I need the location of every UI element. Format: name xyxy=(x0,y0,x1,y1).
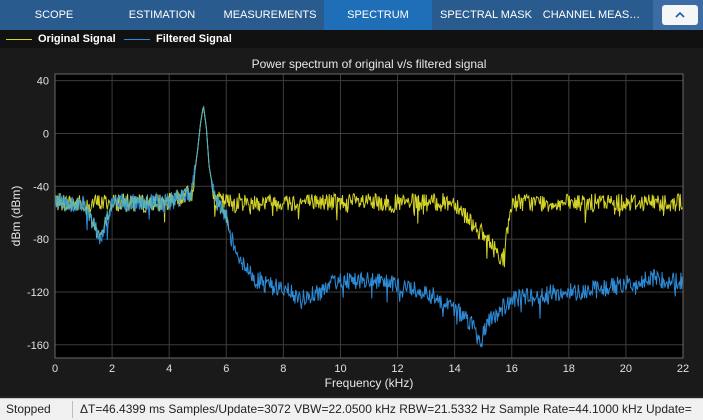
legend-label-filtered: Filtered Signal xyxy=(156,33,232,45)
legend-label-original: Original Signal xyxy=(38,33,116,45)
y-tick-label: -120 xyxy=(27,287,49,299)
chevron-up-icon xyxy=(675,11,685,18)
plot-frame xyxy=(54,73,684,359)
x-tick-label: 12 xyxy=(391,363,403,375)
tab-measurements[interactable]: MEASUREMENTS xyxy=(223,9,317,21)
series-filtered-signal xyxy=(54,105,684,348)
status-state: Stopped xyxy=(6,402,51,416)
status-bar: Stopped ΔT=46.4399 ms Samples/Update=307… xyxy=(0,398,703,420)
y-tick-label: -80 xyxy=(33,234,49,246)
tab-spectral-mask[interactable]: SPECTRAL MASK xyxy=(440,9,532,21)
tab-scope[interactable]: SCOPE xyxy=(34,9,74,21)
legend-item-filtered[interactable]: Filtered Signal xyxy=(124,30,254,48)
x-tick-label: 8 xyxy=(280,363,286,375)
x-tick-label: 18 xyxy=(563,363,575,375)
x-tick-label: 20 xyxy=(620,363,632,375)
x-tick-label: 4 xyxy=(166,363,172,375)
spectrum-plot[interactable]: 0 2 4 6 8 10 12 14 16 18 20 22 40 0 -40 -80 -120 -160 Pow… xyxy=(0,48,703,396)
status-measurements: ΔT=46.4399 ms Samples/Update=3072 VBW=22… xyxy=(80,402,692,416)
x-axis-label: Frequency (kHz) xyxy=(325,376,414,390)
y-tick-label: 40 xyxy=(37,76,49,88)
series-overlap-region xyxy=(54,106,230,239)
x-tick-label: 10 xyxy=(334,363,346,375)
y-tick-label: -160 xyxy=(27,340,49,352)
tab-spectrum[interactable]: SPECTRUM xyxy=(324,0,432,30)
tab-estimation[interactable]: ESTIMATION xyxy=(128,9,196,21)
toolstrip-tabs: SCOPE ESTIMATION MEASUREMENTS SPECTRUM S… xyxy=(0,0,703,30)
legend-swatch-filtered xyxy=(124,39,150,40)
y-axis-label: dBm (dBm) xyxy=(9,186,23,247)
status-divider xyxy=(72,401,73,418)
x-tick-label: 16 xyxy=(506,363,518,375)
series-original-signal xyxy=(54,105,684,268)
spectrum-plot-svg: 0 2 4 6 8 10 12 14 16 18 20 22 40 0 -40 -80 -120 -160 Pow… xyxy=(9,57,689,390)
x-tick-label: 22 xyxy=(677,363,689,375)
chart-title: Power spectrum of original v/s filtered … xyxy=(252,57,487,71)
y-tick-label: -40 xyxy=(33,181,49,193)
x-tick-label: 0 xyxy=(52,363,58,375)
tab-channel-measurements[interactable]: CHANNEL MEAS… xyxy=(542,9,641,21)
x-tick-label: 6 xyxy=(223,363,229,375)
y-tick-label: 0 xyxy=(43,128,49,140)
plot-background xyxy=(55,74,683,358)
collapse-toolstrip-button[interactable] xyxy=(662,5,698,25)
legend-swatch-original xyxy=(6,39,32,40)
x-tick-label: 14 xyxy=(449,363,461,375)
plot-legend: Original Signal Filtered Signal xyxy=(0,30,703,48)
legend-item-original[interactable]: Original Signal xyxy=(6,30,136,48)
x-tick-label: 2 xyxy=(109,363,115,375)
